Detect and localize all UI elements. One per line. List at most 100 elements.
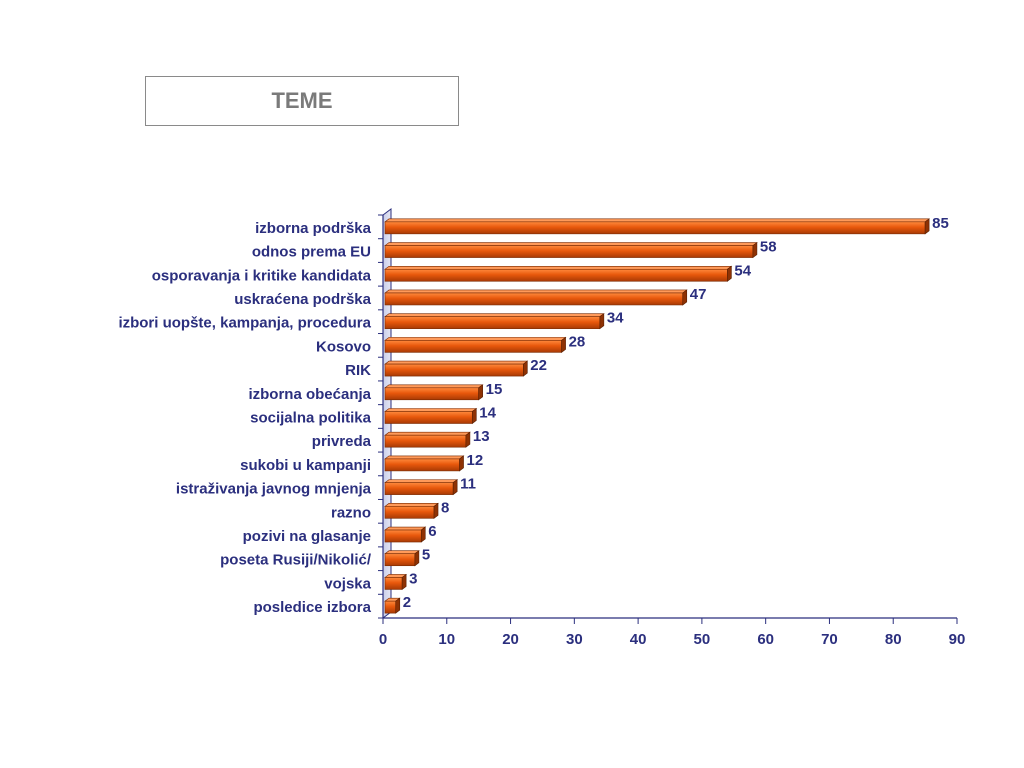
data-label: 11	[460, 476, 476, 493]
category-label: odnos prema EU	[252, 244, 371, 261]
bar	[384, 241, 758, 259]
bar-end-face	[523, 360, 528, 377]
data-label: 14	[479, 405, 496, 422]
bar-top-face	[384, 360, 529, 365]
chart-title: TEME	[271, 88, 333, 113]
bar-top-face	[384, 550, 420, 555]
bar-front-face	[384, 363, 524, 377]
bar-end-face	[471, 407, 477, 425]
bar-top-face	[384, 265, 733, 270]
bar-top-face	[384, 408, 478, 412]
bar	[384, 218, 931, 235]
bar-end-face	[459, 455, 464, 472]
bar-top-face	[384, 337, 567, 341]
category-label: sukobi u kampanji	[240, 457, 371, 474]
bar-end-face	[752, 241, 758, 259]
bar-front-face	[384, 434, 467, 448]
x-tick-label: 50	[694, 631, 711, 648]
x-tick-label: 0	[379, 631, 387, 648]
bar-end-face	[465, 431, 471, 448]
bar-top-face	[384, 503, 439, 507]
bar-front-face	[384, 458, 460, 472]
bar-end-face	[414, 550, 420, 567]
data-label: 13	[473, 428, 490, 445]
bar-top-face	[384, 218, 931, 223]
category-label: privreda	[312, 433, 372, 450]
x-tick-label: 80	[885, 631, 902, 648]
x-tick-label: 30	[566, 631, 583, 648]
category-label: istraživanja javnog mnjenja	[176, 481, 372, 498]
data-label: 28	[569, 333, 586, 350]
bar-end-face	[924, 218, 930, 235]
bar	[384, 289, 688, 306]
category-label: razno	[331, 504, 371, 521]
bar-top-face	[384, 479, 459, 483]
category-label: pozivi na glasanje	[243, 528, 371, 545]
bar	[384, 573, 408, 591]
bar-top-face	[384, 455, 465, 460]
category-label: RIK	[345, 362, 371, 379]
data-label: 2	[403, 594, 411, 611]
category-label: izborna podrška	[255, 220, 372, 237]
bar-end-face	[433, 502, 439, 519]
bar-top-face	[384, 431, 471, 436]
category-label: vojska	[324, 575, 371, 592]
category-label: posledice izbora	[253, 599, 371, 616]
bar-top-face	[384, 313, 605, 317]
data-label: 8	[441, 499, 449, 516]
category-label: socijalna politika	[250, 410, 372, 427]
bar-end-face	[395, 597, 401, 614]
bar-front-face	[384, 316, 601, 329]
data-label: 85	[932, 215, 949, 232]
x-tick-label: 10	[438, 631, 455, 648]
bar	[384, 597, 401, 614]
data-label: 3	[409, 570, 417, 587]
category-label: izbori uopšte, kampanja, procedura	[118, 315, 371, 332]
bar-end-face	[599, 313, 605, 330]
category-label: Kosovo	[316, 338, 371, 355]
data-label: 47	[690, 286, 707, 303]
bar	[384, 526, 427, 543]
bar-end-face	[682, 289, 688, 306]
bar	[384, 455, 465, 472]
data-label: 6	[428, 523, 436, 540]
data-label: 15	[486, 381, 503, 398]
category-label: osporavanja i kritike kandidata	[152, 267, 372, 284]
bar-front-face	[384, 553, 416, 567]
bar	[384, 407, 478, 425]
bar-front-face	[384, 245, 754, 258]
chart-title-box: TEME	[145, 76, 459, 126]
bar-front-face	[384, 292, 684, 306]
bar-front-face	[384, 411, 473, 424]
x-tick-label: 60	[757, 631, 774, 648]
bar-top-face	[384, 289, 688, 294]
bar-front-face	[384, 600, 397, 614]
bar-end-face	[727, 265, 732, 282]
bar-front-face	[384, 221, 926, 235]
bar	[384, 479, 459, 496]
x-tick-label: 90	[949, 631, 966, 648]
bar-end-face	[420, 526, 426, 543]
bar-front-face	[384, 506, 435, 519]
data-label: 54	[734, 262, 751, 279]
category-label: izborna obećanja	[248, 386, 371, 403]
category-label: uskraćena podrška	[234, 291, 371, 308]
bar	[384, 336, 567, 353]
data-label: 22	[530, 357, 547, 374]
bar-end-face	[401, 573, 407, 591]
bar-front-face	[384, 577, 403, 590]
bar-end-face	[452, 479, 458, 496]
bar-top-face	[384, 242, 758, 246]
bar	[384, 431, 471, 448]
data-label: 5	[422, 547, 430, 564]
category-label: poseta Rusiji/Nikolić/	[220, 552, 372, 569]
bar	[384, 360, 529, 377]
bar	[384, 313, 605, 330]
bar-top-face	[384, 526, 427, 531]
bar-top-face	[384, 384, 484, 389]
x-tick-label: 20	[502, 631, 519, 648]
bar-front-face	[384, 482, 454, 495]
data-label: 34	[607, 310, 624, 327]
x-tick-label: 70	[821, 631, 838, 648]
